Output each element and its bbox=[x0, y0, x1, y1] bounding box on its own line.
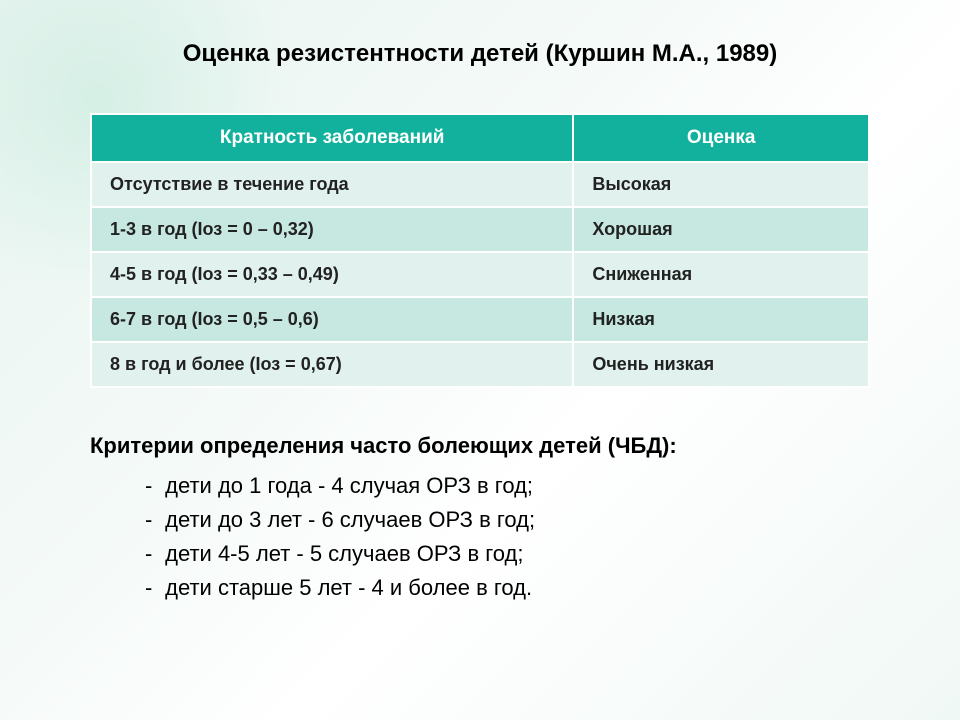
cell-assessment: Низкая bbox=[573, 297, 869, 342]
criteria-heading: Критерии определения часто болеющих дете… bbox=[90, 433, 870, 459]
table-row: 6-7 в год (Iоз = 0,5 – 0,6) Низкая bbox=[91, 297, 869, 342]
slide-title: Оценка резистентности детей (Куршин М.А.… bbox=[90, 40, 870, 68]
resistance-table: Кратность заболеваний Оценка Отсутствие … bbox=[90, 113, 870, 388]
list-item: - дети до 3 лет - 6 случаев ОРЗ в год; bbox=[145, 503, 870, 537]
criteria-text: дети старше 5 лет - 4 и более в год. bbox=[165, 575, 532, 600]
criteria-text: дети до 1 года - 4 случая ОРЗ в год; bbox=[165, 473, 533, 498]
cell-frequency: 6-7 в год (Iоз = 0,5 – 0,6) bbox=[91, 297, 573, 342]
criteria-text: дети до 3 лет - 6 случаев ОРЗ в год; bbox=[165, 507, 535, 532]
table-row: Отсутствие в течение года Высокая bbox=[91, 162, 869, 207]
cell-assessment: Очень низкая bbox=[573, 342, 869, 387]
col-header-frequency: Кратность заболеваний bbox=[91, 114, 573, 162]
slide-content: Оценка резистентности детей (Куршин М.А.… bbox=[0, 0, 960, 635]
cell-frequency: 4-5 в год (Iоз = 0,33 – 0,49) bbox=[91, 252, 573, 297]
criteria-text: дети 4-5 лет - 5 случаев ОРЗ в год; bbox=[165, 541, 523, 566]
cell-assessment: Сниженная bbox=[573, 252, 869, 297]
list-item: - дети 4-5 лет - 5 случаев ОРЗ в год; bbox=[145, 537, 870, 571]
table-header-row: Кратность заболеваний Оценка bbox=[91, 114, 869, 162]
cell-frequency: 8 в год и более (Iоз = 0,67) bbox=[91, 342, 573, 387]
cell-frequency: 1-3 в год (Iоз = 0 – 0,32) bbox=[91, 207, 573, 252]
list-item: - дети старше 5 лет - 4 и более в год. bbox=[145, 571, 870, 605]
cell-frequency: Отсутствие в течение года bbox=[91, 162, 573, 207]
cell-assessment: Хорошая bbox=[573, 207, 869, 252]
criteria-list: - дети до 1 года - 4 случая ОРЗ в год; -… bbox=[90, 469, 870, 605]
cell-assessment: Высокая bbox=[573, 162, 869, 207]
table-row: 8 в год и более (Iоз = 0,67) Очень низка… bbox=[91, 342, 869, 387]
list-item: - дети до 1 года - 4 случая ОРЗ в год; bbox=[145, 469, 870, 503]
table-row: 4-5 в год (Iоз = 0,33 – 0,49) Сниженная bbox=[91, 252, 869, 297]
table-row: 1-3 в год (Iоз = 0 – 0,32) Хорошая bbox=[91, 207, 869, 252]
col-header-assessment: Оценка bbox=[573, 114, 869, 162]
